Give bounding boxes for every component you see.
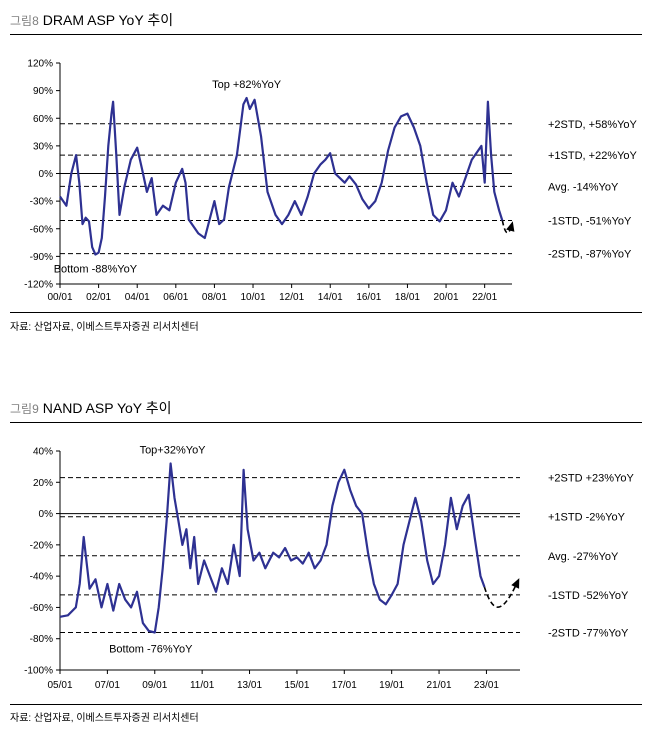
y-tick-label: -80% bbox=[30, 634, 53, 645]
y-tick-label: -120% bbox=[24, 280, 53, 291]
y-tick-label: 90% bbox=[33, 86, 53, 97]
y-tick-label: -40% bbox=[30, 572, 53, 583]
y-tick-label: -90% bbox=[30, 252, 53, 263]
x-tick-label: 07/01 bbox=[95, 680, 120, 691]
x-tick-label: 18/01 bbox=[395, 292, 420, 303]
figure-title: 그림8 DRAM ASP YoY 추이 bbox=[10, 9, 173, 31]
title-rule bbox=[10, 422, 642, 423]
y-tick-label: 0% bbox=[39, 169, 54, 180]
x-tick-label: 05/01 bbox=[47, 680, 72, 691]
x-tick-label: 11/01 bbox=[190, 680, 215, 691]
x-tick-label: 08/01 bbox=[202, 292, 227, 303]
x-tick-label: 04/01 bbox=[125, 292, 150, 303]
y-tick-label: 20% bbox=[33, 478, 53, 489]
x-tick-label: 17/01 bbox=[332, 680, 357, 691]
x-tick-label: 10/01 bbox=[241, 292, 266, 303]
x-tick-label: 06/01 bbox=[163, 292, 188, 303]
reference-line-label: -1STD, -51%YoY bbox=[548, 215, 632, 227]
reference-line-label: +1STD -2%YoY bbox=[548, 512, 626, 524]
forecast-line bbox=[483, 580, 519, 608]
figure-number: 그림9 bbox=[10, 402, 39, 416]
x-tick-label: 13/01 bbox=[237, 680, 262, 691]
x-tick-label: 02/01 bbox=[86, 292, 111, 303]
reference-line-label: Avg. -14%YoY bbox=[548, 181, 619, 193]
chart-annotation: Top +82%YoY bbox=[212, 79, 282, 91]
source-note: 자료: 산업자료, 이베스트투자증권 리서치센터 bbox=[10, 322, 199, 333]
source-rule bbox=[10, 704, 642, 705]
y-tick-label: 40% bbox=[33, 447, 53, 458]
chart-annotation: Bottom -88%YoY bbox=[54, 264, 138, 276]
figure-title: 그림9 NAND ASP YoY 추이 bbox=[10, 397, 172, 419]
x-tick-label: 19/01 bbox=[379, 680, 404, 691]
reference-line-label: -2STD -77%YoY bbox=[548, 627, 629, 639]
y-tick-label: 60% bbox=[33, 114, 53, 125]
source-rule bbox=[10, 312, 642, 313]
x-tick-label: 22/01 bbox=[472, 292, 497, 303]
y-tick-label: -30% bbox=[30, 197, 53, 208]
reference-line-label: +2STD +23%YoY bbox=[548, 473, 634, 485]
figure-number: 그림8 bbox=[10, 14, 39, 28]
reference-line-label: +2STD, +58%YoY bbox=[548, 119, 638, 131]
y-tick-label: 30% bbox=[33, 141, 53, 152]
forecast-arrow bbox=[506, 221, 515, 232]
x-tick-label: 20/01 bbox=[434, 292, 459, 303]
x-tick-label: 09/01 bbox=[142, 680, 167, 691]
x-tick-label: 23/01 bbox=[474, 680, 499, 691]
x-tick-label: 16/01 bbox=[356, 292, 381, 303]
chart-annotation: Bottom -76%YoY bbox=[109, 643, 193, 655]
y-tick-label: -20% bbox=[30, 540, 53, 551]
chart-annotation: Top+32%YoY bbox=[140, 445, 207, 457]
y-tick-label: 0% bbox=[39, 509, 54, 520]
reference-line-label: -2STD, -87%YoY bbox=[548, 249, 632, 261]
x-tick-label: 14/01 bbox=[318, 292, 343, 303]
y-tick-label: 120% bbox=[27, 59, 53, 70]
y-tick-label: -60% bbox=[30, 224, 53, 235]
series-line bbox=[59, 462, 486, 634]
x-tick-label: 00/01 bbox=[47, 292, 72, 303]
title-rule bbox=[10, 34, 642, 35]
x-tick-label: 15/01 bbox=[284, 680, 309, 691]
x-tick-label: 21/01 bbox=[427, 680, 452, 691]
forecast-line bbox=[501, 220, 513, 234]
figure-title-text: NAND ASP YoY 추이 bbox=[42, 400, 172, 416]
figure-title-text: DRAM ASP YoY 추이 bbox=[42, 12, 174, 28]
y-tick-label: -60% bbox=[30, 603, 53, 614]
reference-line-label: Avg. -27%YoY bbox=[548, 551, 619, 563]
source-note: 자료: 산업자료, 이베스트투자증권 리서치센터 bbox=[10, 713, 199, 724]
forecast-arrow bbox=[511, 578, 520, 589]
x-tick-label: 12/01 bbox=[279, 292, 304, 303]
reference-line-label: +1STD, +22%YoY bbox=[548, 150, 638, 162]
y-tick-label: -100% bbox=[24, 666, 53, 677]
reference-line-label: -1STD -52%YoY bbox=[548, 590, 629, 602]
series-line bbox=[59, 96, 504, 256]
